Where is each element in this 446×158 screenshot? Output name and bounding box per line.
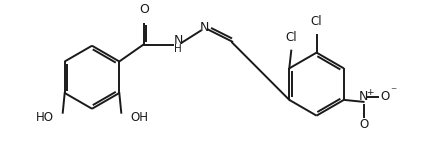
Text: O: O — [359, 118, 368, 131]
Text: O: O — [140, 3, 149, 16]
Text: O: O — [380, 90, 390, 103]
Text: N: N — [173, 34, 183, 47]
Text: HO: HO — [36, 111, 54, 124]
Text: +: + — [366, 88, 373, 97]
Text: OH: OH — [130, 111, 148, 124]
Text: N: N — [359, 90, 368, 103]
Text: H: H — [174, 44, 182, 55]
Text: Cl: Cl — [311, 15, 322, 28]
Text: N: N — [200, 21, 209, 34]
Text: ⁻: ⁻ — [390, 85, 396, 98]
Text: Cl: Cl — [285, 31, 297, 44]
